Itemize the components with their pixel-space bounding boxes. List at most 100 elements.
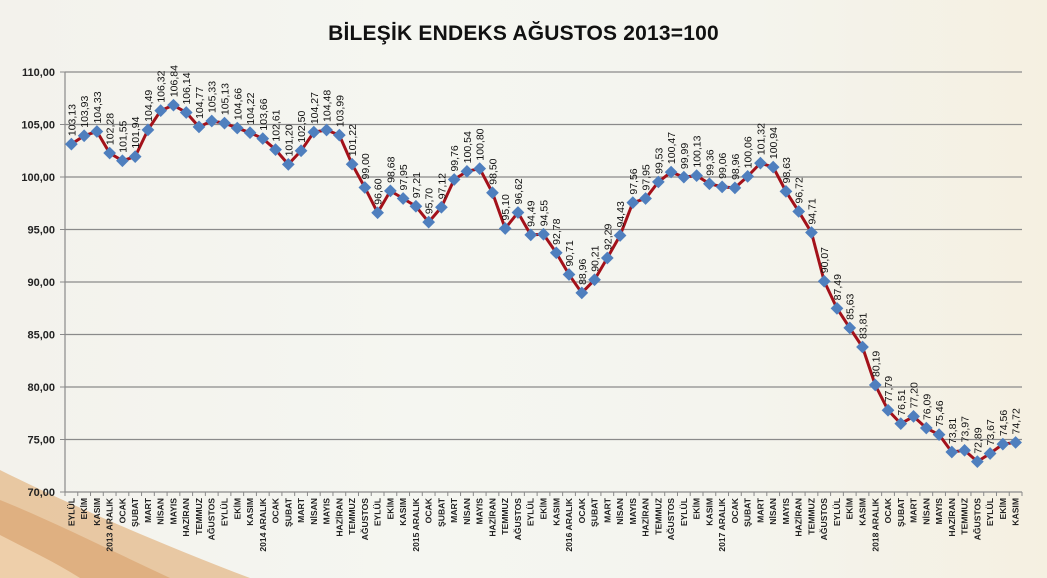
data-label: 104,48 [322, 90, 334, 122]
data-label: 72,89 [972, 427, 984, 453]
x-tick-label: MART [755, 497, 765, 523]
x-tick-label: AĞUSTOS [359, 498, 370, 541]
diamond-marker [358, 181, 372, 194]
x-tick-label: HAZİRAN [334, 498, 344, 537]
x-tick-label: AĞUSTOS [512, 498, 523, 541]
diamond-marker [205, 114, 219, 128]
diamond-marker [715, 180, 729, 194]
data-label: 104,49 [143, 90, 155, 122]
data-label: 73,97 [960, 416, 972, 442]
diamond-marker [409, 199, 423, 213]
x-tick-label: EKİM [232, 498, 242, 519]
x-tick-label: TEMMUZ [806, 498, 816, 535]
x-tick-label: TEMMUZ [653, 498, 663, 535]
x-tick-label: OCAK [577, 497, 587, 523]
x-tick-label: NİSAN [156, 498, 166, 525]
x-tick-label: OCAK [424, 497, 434, 523]
x-tick-label: HAZİRAN [947, 498, 957, 537]
data-label: 80,19 [870, 351, 882, 377]
data-label: 99,36 [704, 149, 716, 175]
data-label: 106,14 [181, 72, 193, 104]
diamond-marker [677, 170, 691, 184]
diamond-marker [345, 157, 359, 171]
y-tick-label: 75,00 [27, 435, 55, 447]
x-tick-label: AĞUSTOS [971, 498, 982, 541]
data-label: 97,21 [411, 172, 423, 198]
diamond-marker [435, 200, 448, 214]
data-label: 97,56 [628, 168, 640, 194]
data-label: 105,33 [207, 81, 219, 113]
x-tick-label: OCAK [883, 497, 893, 523]
y-tick-label: 105,00 [21, 120, 55, 132]
data-label: 103,99 [334, 95, 346, 127]
data-label: 98,68 [385, 156, 397, 182]
data-label: 73,67 [985, 419, 997, 445]
x-tick-label: AĞUSTOS [818, 498, 829, 541]
x-tick-label: AĞUSTOS [206, 498, 217, 541]
chart-title: BİLEŞİK ENDEKS AĞUSTOS 2013=100 [328, 22, 719, 45]
x-tick-label: TEMMUZ [500, 498, 510, 535]
x-tick-label: OCAK [271, 497, 281, 523]
data-label: 83,81 [858, 313, 870, 339]
x-tick-label: ŞUBAT [436, 497, 446, 527]
data-label: 97,12 [436, 173, 448, 199]
diamond-marker [141, 123, 155, 137]
diamond-marker [128, 150, 142, 163]
diamond-marker [805, 226, 818, 239]
x-tick-label: 2014 ARALIK [258, 497, 268, 551]
diamond-marker [116, 154, 129, 168]
diamond-marker [473, 162, 487, 175]
diamond-marker [294, 144, 308, 158]
data-label: 103,13 [66, 104, 78, 136]
x-tick-label: HAZİRAN [641, 498, 651, 537]
x-tick-label: HAZİRAN [487, 498, 497, 537]
x-tick-label: MAYIS [781, 498, 791, 525]
x-tick-label: NİSAN [921, 498, 931, 525]
data-label: 99,53 [653, 147, 665, 173]
x-tick-label: MART [449, 497, 459, 523]
data-label: 100,94 [768, 127, 780, 159]
data-label: 88,96 [577, 258, 589, 284]
data-series [65, 98, 1022, 469]
x-tick-label: 2017 ARALIK [717, 497, 727, 551]
y-tick-label: 90,00 [27, 277, 55, 289]
data-label: 97,95 [398, 164, 410, 190]
x-tick-label: MART [909, 497, 919, 523]
diamond-marker [600, 251, 614, 265]
diamond-marker [77, 129, 91, 143]
diamond-marker [384, 184, 397, 198]
x-tick-label: HAZİRAN [794, 498, 804, 537]
diamond-marker [243, 126, 257, 140]
data-label: 98,50 [487, 158, 499, 184]
diamond-marker [269, 143, 282, 156]
data-label: 103,93 [79, 95, 91, 127]
data-label: 100,80 [475, 128, 487, 160]
x-tick-label: 2013 ARALIK [105, 497, 115, 551]
diamond-marker [498, 222, 512, 235]
x-tick-label: EYLÜL [832, 498, 842, 526]
diamond-marker [320, 123, 333, 137]
y-tick-label: 80,00 [27, 382, 55, 394]
diamond-marker [65, 137, 78, 151]
x-tick-label: MAYIS [168, 498, 178, 525]
x-tick-label: EKİM [79, 498, 89, 519]
x-tick-label: ŞUBAT [896, 497, 906, 527]
diamond-marker [613, 229, 627, 242]
x-tick-label: HAZİRAN [181, 498, 191, 537]
diamond-marker [167, 98, 180, 112]
diamond-marker [486, 186, 499, 200]
x-tick-label: NİSAN [462, 498, 472, 525]
x-tick-label: TEMMUZ [194, 498, 204, 535]
x-tick-label: 2015 ARALIK [411, 497, 421, 551]
x-tick-label: KASIM [398, 498, 408, 526]
x-tick-label: ŞUBAT [590, 497, 600, 527]
data-label: 102,28 [105, 113, 117, 145]
series-line [70, 103, 1016, 464]
data-label: 74,72 [1011, 408, 1023, 434]
data-label: 106,32 [156, 70, 168, 102]
data-label: 92,29 [602, 224, 614, 250]
x-tick-label: KASIM [704, 498, 714, 526]
data-label: 92,78 [551, 218, 563, 244]
